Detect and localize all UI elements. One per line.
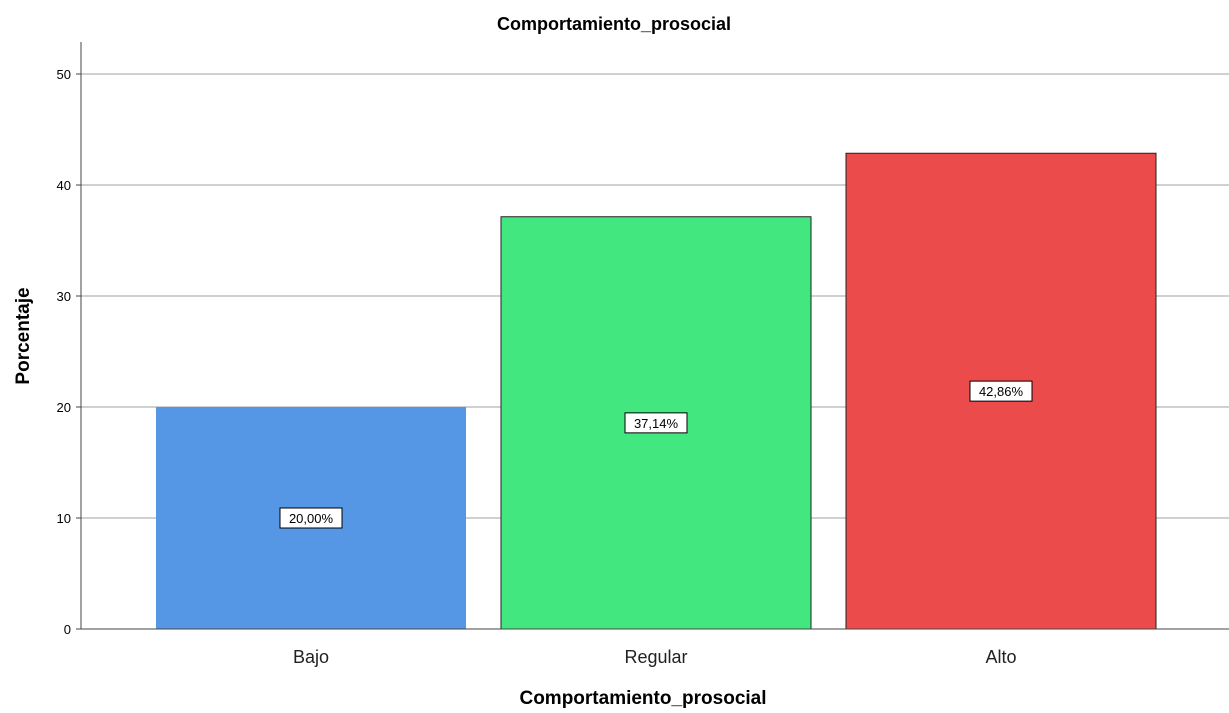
y-tick-label: 10 xyxy=(57,511,71,526)
data-label-box xyxy=(624,412,688,434)
y-tick-label: 40 xyxy=(57,178,71,193)
x-tick-label: Alto xyxy=(985,647,1016,667)
data-label: 20,00% xyxy=(289,511,334,526)
data-label-box xyxy=(279,507,343,529)
y-tick-label: 0 xyxy=(64,622,71,637)
y-tick-label: 20 xyxy=(57,400,71,415)
data-label-box xyxy=(969,380,1033,402)
y-axis-title: Porcentaje xyxy=(13,287,34,384)
chart-title: Comportamiento_prosocial xyxy=(497,14,731,34)
y-tick-labels: 0 10 20 30 40 50 xyxy=(57,67,71,637)
data-label: 37,14% xyxy=(634,416,679,431)
data-labels: 20,00% 37,14% 42,86% xyxy=(279,380,1033,529)
x-axis-title: Comportamiento_prosocial xyxy=(519,688,766,709)
x-tick-labels: Bajo Regular Alto xyxy=(293,647,1017,667)
data-label: 42,86% xyxy=(979,384,1024,399)
axes xyxy=(80,42,1229,630)
y-tick-label: 50 xyxy=(57,67,71,82)
y-tick-label: 30 xyxy=(57,289,71,304)
x-tick-label: Regular xyxy=(624,647,687,667)
x-tick-label: Bajo xyxy=(293,647,329,667)
